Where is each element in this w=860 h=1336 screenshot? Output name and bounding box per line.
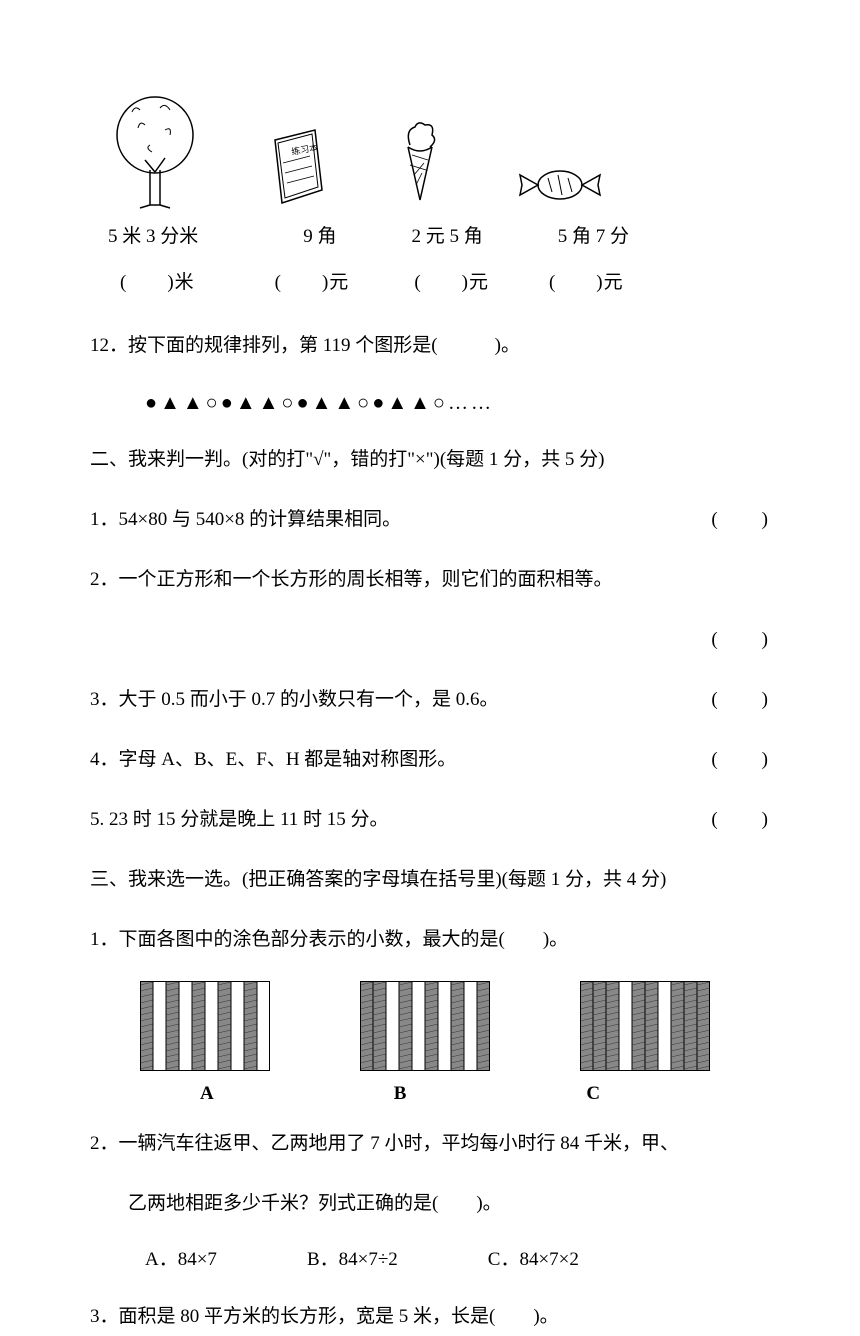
blank-icecream[interactable]: ( )元 (414, 268, 489, 298)
section2-heading: 二、我来判一判。(对的打"√"，错的打"×")(每题 1 分，共 5 分) (90, 441, 770, 479)
s3-q2-options: A．84×7 B．84×7÷2 C．84×7×2 (90, 1245, 770, 1275)
choice-a-chart (140, 981, 270, 1071)
s3-q1-text: 1．下面各图中的涂色部分表示的小数，最大的是( )。 (90, 921, 770, 959)
s2-q2-text: 2．一个正方形和一个长方形的周长相等，则它们的面积相等。 (90, 561, 770, 599)
item-labels-row: 5 米 3 分米 9 角 2 元 5 角 5 角 7 分 (90, 222, 770, 252)
s2-q2-paren[interactable]: ( ) (711, 621, 770, 659)
s3-q3-text: 3．面积是 80 平方米的长方形，宽是 5 米，长是( )。 (90, 1298, 770, 1336)
tree-icon (110, 90, 200, 210)
label-candy: 5 角 7 分 (558, 222, 629, 252)
blank-tree[interactable]: ( )米 (120, 268, 195, 298)
s2-q1-paren[interactable]: ( ) (711, 501, 770, 539)
choice-c-chart (580, 981, 710, 1071)
label-tree: 5 米 3 分米 (108, 222, 198, 252)
candy-icon (510, 160, 610, 210)
item-blanks-row: ( )米 ( )元 ( )元 ( )元 (90, 268, 770, 298)
s2-q3: 3．大于 0.5 而小于 0.7 的小数只有一个，是 0.6。 ( ) (90, 681, 770, 719)
s2-q3-text: 3．大于 0.5 而小于 0.7 的小数只有一个，是 0.6。 (90, 681, 499, 719)
opt-c[interactable]: C．84×7×2 (488, 1245, 579, 1275)
notebook-icon: 练习本 (260, 125, 330, 210)
s2-q1: 1．54×80 与 540×8 的计算结果相同。 ( ) (90, 501, 770, 539)
s2-q5: 5. 23 时 15 分就是晚上 11 时 15 分。 ( ) (90, 801, 770, 839)
s2-q5-text: 5. 23 时 15 分就是晚上 11 时 15 分。 (90, 801, 389, 839)
s2-q2-paren-row: ( ) (90, 621, 770, 659)
s3-q2a: 2．一辆汽车往返甲、乙两地用了 7 小时，平均每小时行 84 千米，甲、 (90, 1125, 770, 1163)
s2-q1-text: 1．54×80 与 540×8 的计算结果相同。 (90, 501, 401, 539)
s2-q3-paren[interactable]: ( ) (711, 681, 770, 719)
q12-pattern: ●▲▲○●▲▲○●▲▲○●▲▲○…… (90, 387, 770, 419)
label-a: A (200, 1079, 214, 1109)
s2-q4-paren[interactable]: ( ) (711, 741, 770, 779)
icecream-icon (390, 115, 450, 210)
q12-text: 12．按下面的规律排列，第 119 个图形是( )。 (90, 327, 770, 365)
s3-q1-choices (90, 981, 770, 1071)
s2-q5-paren[interactable]: ( ) (711, 801, 770, 839)
choice-b-chart (360, 981, 490, 1071)
blank-candy[interactable]: ( )元 (549, 268, 624, 298)
opt-a[interactable]: A．84×7 (145, 1245, 217, 1275)
label-c: C (586, 1079, 600, 1109)
label-icecream: 2 元 5 角 (412, 222, 483, 252)
label-notebook: 9 角 (303, 222, 336, 252)
blank-notebook[interactable]: ( )元 (275, 268, 350, 298)
section3-heading: 三、我来选一选。(把正确答案的字母填在括号里)(每题 1 分，共 4 分) (90, 861, 770, 899)
s3-q2b: 乙两地相距多少千米？列式正确的是( )。 (90, 1185, 770, 1223)
item-images-row: 练习本 (90, 90, 770, 210)
s3-q1-choice-labels: A B C (90, 1079, 770, 1109)
s2-q4-text: 4．字母 A、B、E、F、H 都是轴对称图形。 (90, 741, 456, 779)
label-b: B (394, 1079, 407, 1109)
opt-b[interactable]: B．84×7÷2 (307, 1245, 398, 1275)
s2-q4: 4．字母 A、B、E、F、H 都是轴对称图形。 ( ) (90, 741, 770, 779)
